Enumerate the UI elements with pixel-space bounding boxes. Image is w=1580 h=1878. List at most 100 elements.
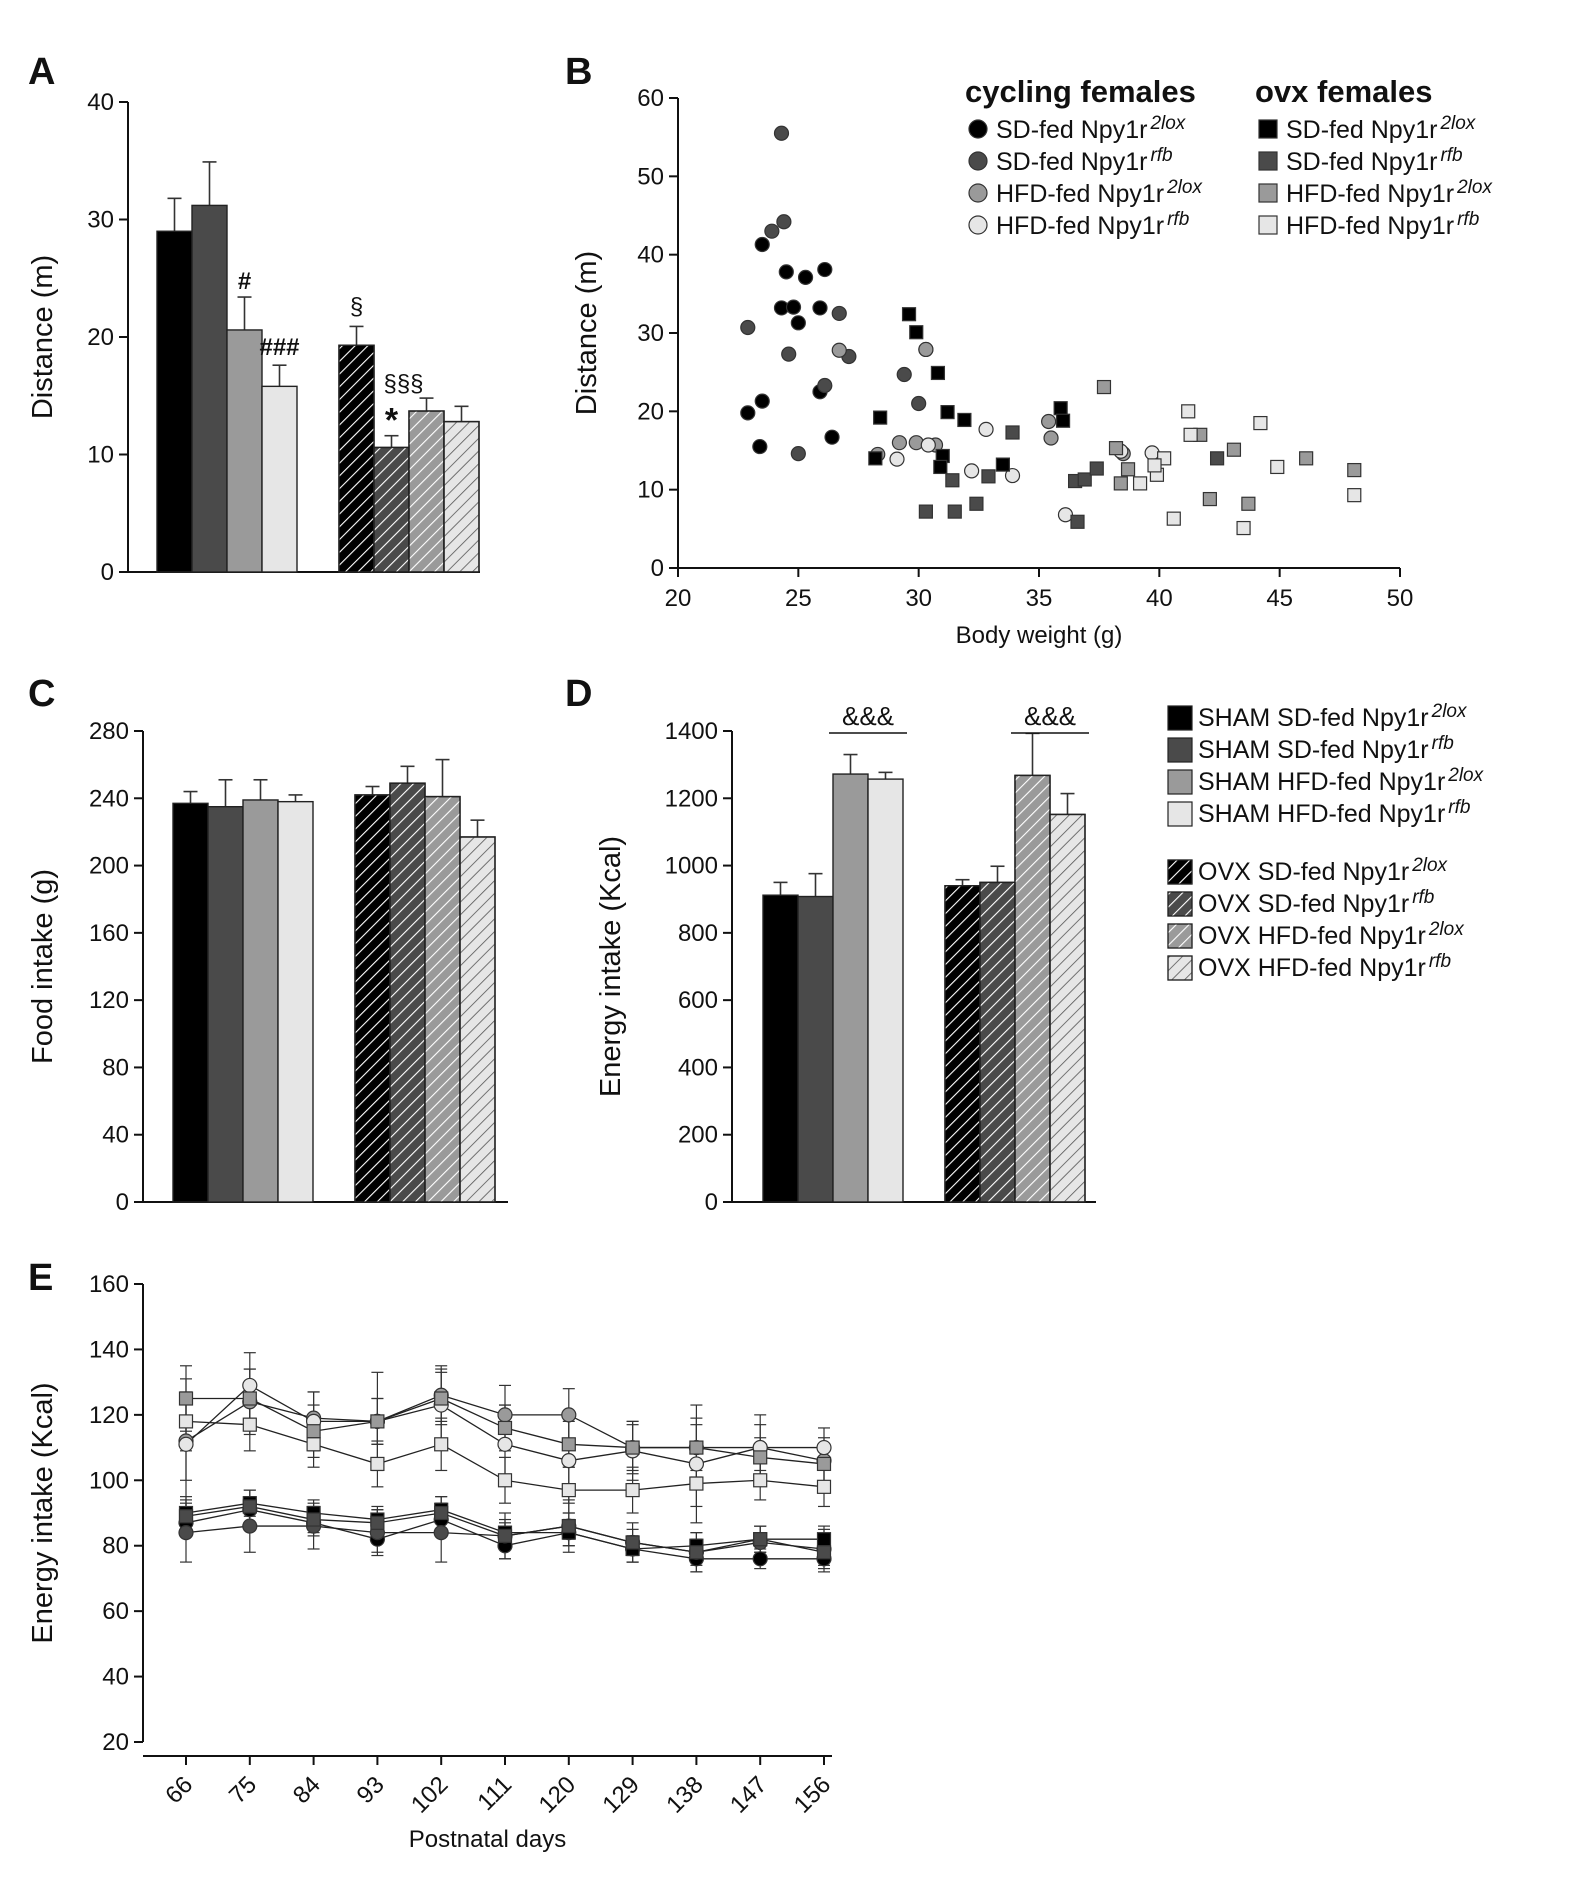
- panel-e-y-tick-label: 100: [89, 1467, 129, 1494]
- legend-label-superscript: 2lox: [1447, 765, 1484, 786]
- panel-d-y-tick-label: 1200: [665, 785, 718, 812]
- legend-label: SD-fed Npy1r rfb: [996, 145, 1173, 176]
- legend-label: SHAM HFD-fed Npy1r rfb: [1198, 797, 1470, 828]
- panel-b-point-square: [947, 504, 962, 519]
- panel-b-point-circle: [891, 435, 908, 451]
- panel-e-x-tick-label: 102: [406, 1771, 453, 1818]
- panel-b-point-square: [957, 412, 972, 428]
- panel-e-point-circle: [752, 1551, 768, 1567]
- panel-a-y-tick-label: 20: [87, 324, 114, 351]
- panel-d-y-tick-label: 200: [678, 1122, 718, 1149]
- panel-e-point-square: [434, 1391, 449, 1406]
- panel-a-y-tick-label: 30: [87, 207, 114, 234]
- legend-marker-square: [1258, 215, 1278, 235]
- panel-b-point-square: [1181, 404, 1196, 419]
- panel-b-point-circle: [1043, 430, 1059, 446]
- panel-e-point-square: [753, 1532, 768, 1547]
- panel-d-bar-hatch: [979, 881, 1016, 1203]
- panel-b-point-circle: [1144, 445, 1160, 461]
- legend-swatch-hatch: [1167, 955, 1193, 981]
- panel-e-point-circle: [497, 1436, 513, 1452]
- panel-e-point-square: [242, 1391, 257, 1406]
- panel-b-point-circle: [752, 438, 768, 455]
- panel-b-point-square: [981, 469, 996, 484]
- panel-d-y-tick-label: 600: [678, 987, 718, 1014]
- panel-e-y-tick-label: 140: [89, 1336, 129, 1363]
- panel-a-bar-hatch: [338, 344, 375, 573]
- panel-e-point-square: [497, 1420, 513, 1436]
- panel-e-y-tick-label: 40: [102, 1664, 129, 1691]
- panel-e-point-square: [561, 1482, 576, 1498]
- panel-e-point-square: [561, 1518, 576, 1534]
- panel-b-point-square: [1005, 425, 1020, 440]
- panel-b-y-tick-label: 50: [637, 163, 664, 190]
- legend-label-superscript: 2lox: [1431, 701, 1468, 722]
- panel-e-point-square: [306, 1437, 321, 1452]
- panel-e-point-square: [816, 1479, 832, 1494]
- panel-e-point-square: [434, 1437, 449, 1452]
- panel-b-point-circle: [978, 421, 994, 437]
- panel-b-x-tick-label: 25: [785, 585, 812, 612]
- panel-d-y-tick-label: 1400: [665, 718, 718, 745]
- panel-b-point-circle: [1057, 507, 1074, 523]
- panel-d-y-tick-label: 400: [678, 1054, 718, 1081]
- legend-label-superscript: rfb: [1440, 145, 1462, 166]
- panel-b-point-circle: [896, 366, 912, 383]
- panel-d: D 0 200 400 600 800 1000 1200 1400 Energy intake …: [565, 673, 1096, 1216]
- panel-a-y-tick-label: 40: [87, 89, 114, 116]
- legend-marker-circle: [968, 183, 988, 203]
- panel-e-point-square: [561, 1437, 576, 1452]
- legend-label-text: SHAM SD-fed Npy1r: [1198, 704, 1429, 732]
- annotation-hash: #: [238, 268, 251, 295]
- panel-b-point-square: [940, 405, 955, 420]
- legend-label-text: OVX SD-fed Npy1r: [1198, 858, 1409, 886]
- legend-label-superscript: 2lox: [1166, 177, 1203, 198]
- panel-c-bar: [172, 802, 209, 1203]
- legend-label-text: HFD-fed Npy1r: [1286, 212, 1454, 240]
- panel-e-point-circle: [561, 1453, 577, 1469]
- panel-b-x-tick-label: 20: [665, 585, 692, 612]
- legend-swatch: [1167, 801, 1193, 827]
- panel-b-point-square: [1183, 427, 1198, 442]
- legend-label-superscript: rfb: [1448, 797, 1470, 818]
- panel-b-x-tick-label: 50: [1387, 585, 1414, 612]
- legend-label-text: SHAM HFD-fed Npy1r: [1198, 800, 1445, 828]
- panel-e-point-circle: [242, 1518, 258, 1534]
- panel-b-point-square: [969, 496, 984, 511]
- panel-e-point-square: [370, 1414, 385, 1429]
- legend-label: SHAM HFD-fed Npy1r 2lox: [1198, 765, 1485, 796]
- panel-b-y-tick-label: 60: [637, 85, 664, 112]
- panel-d-bar: [762, 894, 799, 1203]
- panel-e-y-tick-label: 160: [89, 1271, 129, 1298]
- panel-c-bar: [277, 800, 314, 1203]
- panel-b-point-square: [1166, 511, 1181, 526]
- legend-marker-circle: [968, 215, 988, 235]
- panel-e-point-square: [178, 1391, 194, 1406]
- panel-e-point-square: [370, 1515, 385, 1530]
- panel-d-bar-hatch: [1049, 813, 1086, 1203]
- panel-e-point-square: [689, 1440, 704, 1455]
- panel-d-bar: [797, 895, 834, 1203]
- panel-e-y-tick-label: 120: [89, 1402, 129, 1429]
- panel-e-x-tick-label: 138: [661, 1771, 708, 1818]
- panel-d-y-tick-label: 1000: [665, 853, 718, 880]
- panel-c-y-axis-title: Food intake (g): [27, 869, 59, 1064]
- panel-b-point-circle: [790, 446, 806, 462]
- panel-b-point-square: [1299, 451, 1314, 466]
- legend-header-cycling: cycling females: [965, 74, 1196, 109]
- panel-a-bar: [156, 230, 193, 573]
- legend-label-text: HFD-fed Npy1r: [1286, 180, 1454, 208]
- legend-label-superscript: rfb: [1457, 209, 1479, 230]
- panel-b-y-tick-label: 30: [637, 320, 664, 347]
- legend-label-superscript: rfb: [1432, 733, 1454, 754]
- legend-marker-circle: [968, 119, 988, 139]
- panel-e-y-tick-label: 60: [102, 1598, 129, 1625]
- panel-b-point-square: [1253, 415, 1268, 431]
- panel-b-point-square: [1113, 476, 1128, 491]
- panel-b-point-square: [873, 410, 888, 425]
- panel-e-point-square: [689, 1545, 704, 1560]
- panel-d-annotation: &&&: [1024, 701, 1076, 731]
- panel-b-point-square: [1055, 413, 1071, 428]
- legend-marker-circle: [968, 151, 988, 171]
- panel-b-point-circle: [817, 377, 833, 394]
